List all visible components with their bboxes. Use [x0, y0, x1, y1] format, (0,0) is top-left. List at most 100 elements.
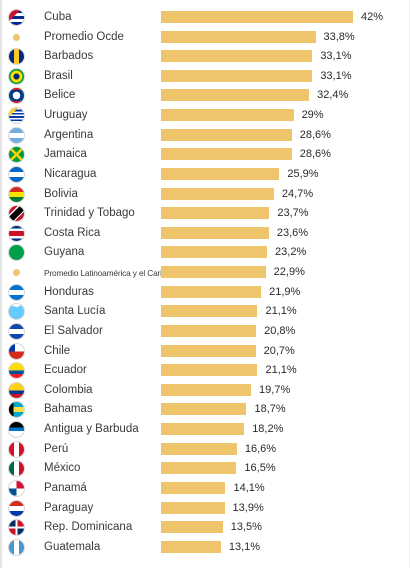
- bar: [161, 442, 237, 455]
- value-label: 28,6%: [299, 148, 331, 161]
- category-label: Paraguay: [44, 501, 94, 514]
- bar-row: Santa Lucía 21,1%: [0, 302, 410, 322]
- bar: [161, 128, 292, 141]
- value-label: 18,2%: [252, 423, 284, 436]
- value-label: 23,6%: [276, 226, 309, 239]
- saint-lucia-flag-icon: [8, 303, 25, 321]
- bar-row: El Salvador 20,8%: [0, 322, 410, 342]
- bar-row: Costa Rica 23,6%: [0, 224, 410, 244]
- ecuador-flag-icon: [8, 362, 25, 380]
- bar: [161, 423, 245, 436]
- category-label: Perú: [44, 442, 69, 455]
- bar-row: Argentina 28,6%: [0, 126, 410, 146]
- bar-row: Panamá 14,1%: [0, 479, 410, 499]
- bar: [161, 501, 225, 514]
- bar-row: Guyana 23,2%: [0, 243, 410, 263]
- category-label: Chile: [44, 344, 71, 357]
- nicaragua-flag-icon: [8, 165, 25, 183]
- value-label: 16,5%: [244, 462, 276, 475]
- value-label: 42%: [361, 11, 384, 23]
- el-salvador-flag-icon: [8, 322, 25, 340]
- bar-row: Guatemala 13,1%: [0, 538, 410, 558]
- bar: [161, 540, 221, 553]
- bar: [161, 187, 274, 200]
- jamaica-flag-icon: [8, 146, 25, 164]
- bar: [161, 344, 256, 357]
- bar: [161, 481, 226, 494]
- category-label: Bolivia: [44, 187, 78, 200]
- category-label: Panamá: [44, 481, 87, 494]
- bar: [161, 305, 258, 318]
- bar-row: Bolivia 24,7%: [0, 185, 410, 205]
- value-label: 21,1%: [265, 305, 297, 318]
- category-label: Ecuador: [44, 364, 87, 377]
- cuba-flag-icon: [8, 9, 25, 26]
- bar-row: Rep. Dominicana 13,5%: [0, 518, 410, 538]
- bar-row: Perú 16,6%: [0, 440, 410, 460]
- value-label: 20,8%: [264, 324, 296, 337]
- category-label: Cuba: [44, 11, 72, 23]
- peru-flag-icon: [8, 440, 25, 458]
- value-label: 13,9%: [232, 501, 264, 514]
- bar: [161, 324, 257, 337]
- value-label: 20,7%: [263, 344, 295, 357]
- trinidad-tobago-flag-icon: [8, 205, 25, 223]
- category-label: Brasil: [44, 69, 73, 82]
- value-label: 28,6%: [299, 128, 331, 141]
- bar-row: Chile 20,7%: [0, 342, 410, 362]
- category-label: Rep. Dominicana: [44, 521, 133, 534]
- bar-row: Belice 32,4%: [0, 86, 410, 106]
- value-label: 13,5%: [230, 521, 262, 534]
- value-label: 18,7%: [254, 403, 286, 416]
- bar: [161, 148, 292, 161]
- bar: [161, 285, 262, 298]
- belize-flag-icon: [8, 87, 25, 105]
- bar: [161, 383, 252, 396]
- bar-row: Barbados 33,1%: [0, 47, 410, 67]
- category-label: Nicaragua: [44, 167, 97, 180]
- category-label: México: [44, 462, 81, 475]
- value-label: 33,1%: [320, 50, 352, 63]
- bar-row: Ecuador 21,1%: [0, 361, 410, 381]
- bar-row: Paraguay 13,9%: [0, 499, 410, 519]
- average-dot-icon: [13, 33, 20, 41]
- bar-row: Brasil 33,1%: [0, 67, 410, 87]
- category-label: Trinidad y Tobago: [44, 207, 135, 220]
- category-label: Barbados: [44, 50, 94, 63]
- value-label: 33,8%: [323, 30, 355, 43]
- bar: [161, 266, 266, 279]
- value-label: 33,1%: [320, 69, 352, 82]
- left-border: [0, 0, 2, 568]
- category-label: Jamaica: [44, 148, 87, 161]
- bar: [161, 246, 268, 259]
- brazil-flag-icon: [8, 67, 25, 85]
- mexico-flag-icon: [8, 460, 25, 478]
- honduras-flag-icon: [8, 283, 25, 301]
- bar: [161, 30, 316, 43]
- chile-flag-icon: [8, 342, 25, 360]
- barbados-flag-icon: [8, 48, 25, 66]
- category-label: Honduras: [44, 285, 94, 298]
- bar-row: Uruguay 29%: [0, 106, 410, 126]
- bar: [161, 50, 313, 63]
- bar-row: Nicaragua 25,9%: [0, 165, 410, 185]
- bar-row: Promedio Latinoamérica y el Caribe 22,9%: [0, 263, 410, 283]
- value-label: 14,1%: [233, 481, 265, 494]
- value-label: 19,7%: [259, 383, 291, 396]
- bolivia-flag-icon: [8, 185, 25, 203]
- bar: [161, 207, 270, 220]
- bar: [161, 11, 353, 23]
- uruguay-flag-icon: [8, 107, 25, 125]
- bar-row: Promedio Ocde 33,8%: [0, 28, 410, 48]
- category-label: Santa Lucía: [44, 305, 106, 318]
- value-label: 23,2%: [275, 246, 307, 259]
- costa-rica-flag-icon: [8, 224, 25, 242]
- bar: [161, 462, 237, 475]
- category-label: Colombia: [44, 383, 93, 396]
- value-label: 21,9%: [269, 285, 301, 298]
- guyana-flag-icon: [8, 244, 25, 262]
- value-label: 29%: [301, 109, 324, 122]
- bar: [161, 109, 294, 122]
- bar-row: Colombia 19,7%: [0, 381, 410, 401]
- dominican-republic-flag-icon: [8, 519, 25, 537]
